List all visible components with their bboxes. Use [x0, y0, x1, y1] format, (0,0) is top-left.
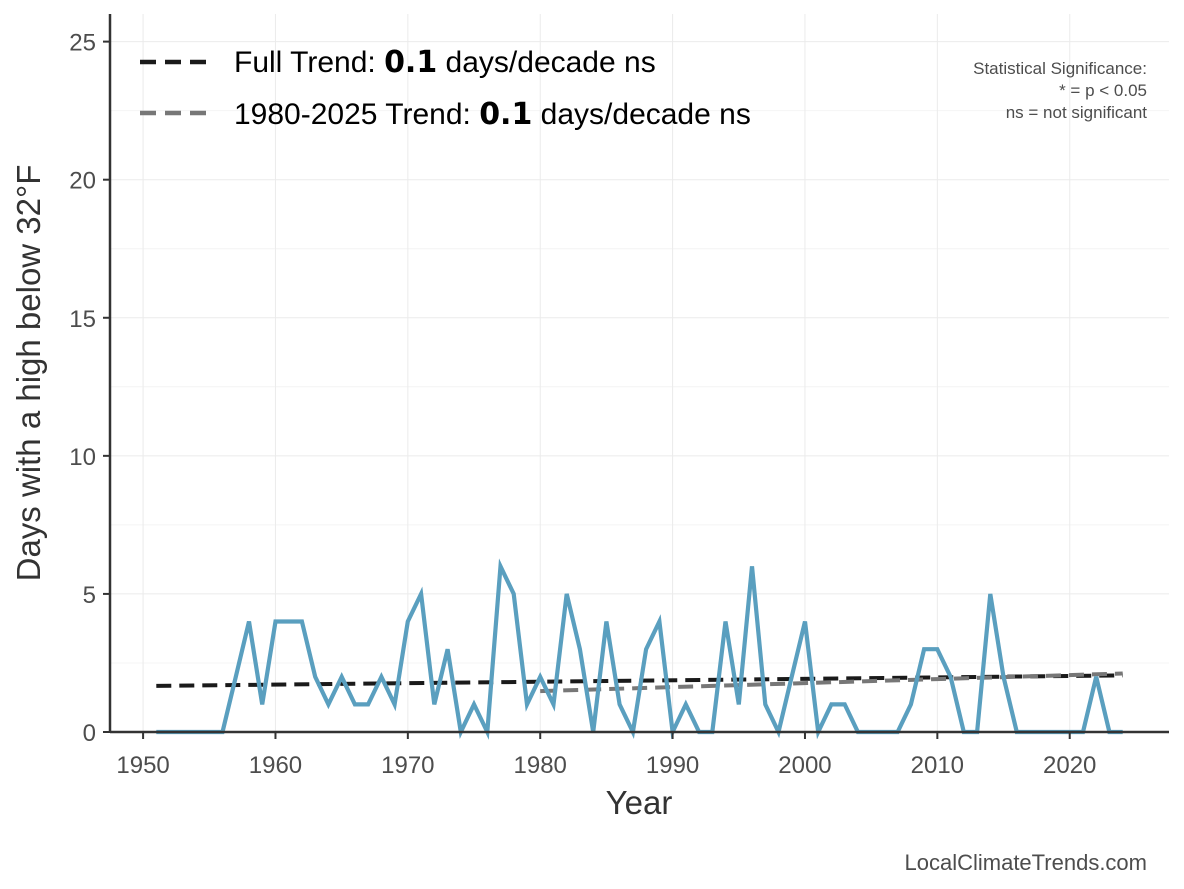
x-tick-label: 1960	[249, 752, 302, 779]
significance-line-1: * = p < 0.05	[1059, 81, 1147, 100]
legend-label-full-trend: Full Trend: 0.1 days/decade ns	[234, 45, 656, 80]
legend-label-recent-trend: 1980-2025 Trend: 0.1 days/decade ns	[234, 97, 751, 132]
x-tick-label: 2010	[911, 752, 964, 779]
legend-recent-suffix: days/decade ns	[532, 98, 750, 131]
legend-recent-value: 0.1	[479, 97, 532, 132]
legend-full-prefix: Full Trend:	[234, 46, 384, 79]
data-series	[156, 558, 1123, 740]
x-axis-title: Year	[606, 784, 673, 821]
x-tick-label: 1990	[646, 752, 699, 779]
y-tick-label: 15	[69, 306, 96, 333]
ticks: 0 5 10 15 20 25 1950 1960 1970 1980 1990 2000 2010 20…	[69, 30, 1096, 779]
x-tick-label: 2020	[1043, 752, 1096, 779]
y-tick-label: 10	[69, 444, 96, 471]
y-tick-label: 20	[69, 168, 96, 195]
legend-recent-prefix: 1980-2025 Trend:	[234, 98, 479, 131]
axes	[108, 14, 1169, 734]
legend: Full Trend: 0.1 days/decade ns 1980-2025…	[140, 45, 751, 132]
site-credit: LocalClimateTrends.com	[905, 850, 1148, 875]
y-tick-label: 5	[83, 582, 96, 609]
legend-full-value: 0.1	[384, 45, 437, 80]
significance-title: Statistical Significance:	[973, 59, 1147, 78]
y-tick-label: 0	[83, 720, 96, 747]
y-axis-title: Days with a high below 32°F	[10, 165, 47, 582]
x-tick-label: 1980	[514, 752, 567, 779]
y-tick-label: 25	[69, 30, 96, 57]
legend-full-suffix: days/decade ns	[437, 46, 655, 79]
series-line	[156, 558, 1123, 740]
x-tick-label: 1970	[381, 752, 434, 779]
x-tick-label: 2000	[778, 752, 831, 779]
x-tick-label: 1950	[116, 752, 169, 779]
trend-line-2	[540, 671, 1123, 694]
grid	[110, 14, 1169, 733]
significance-note: Statistical Significance: * = p < 0.05 n…	[973, 59, 1147, 122]
significance-line-2: ns = not significant	[1006, 103, 1148, 122]
